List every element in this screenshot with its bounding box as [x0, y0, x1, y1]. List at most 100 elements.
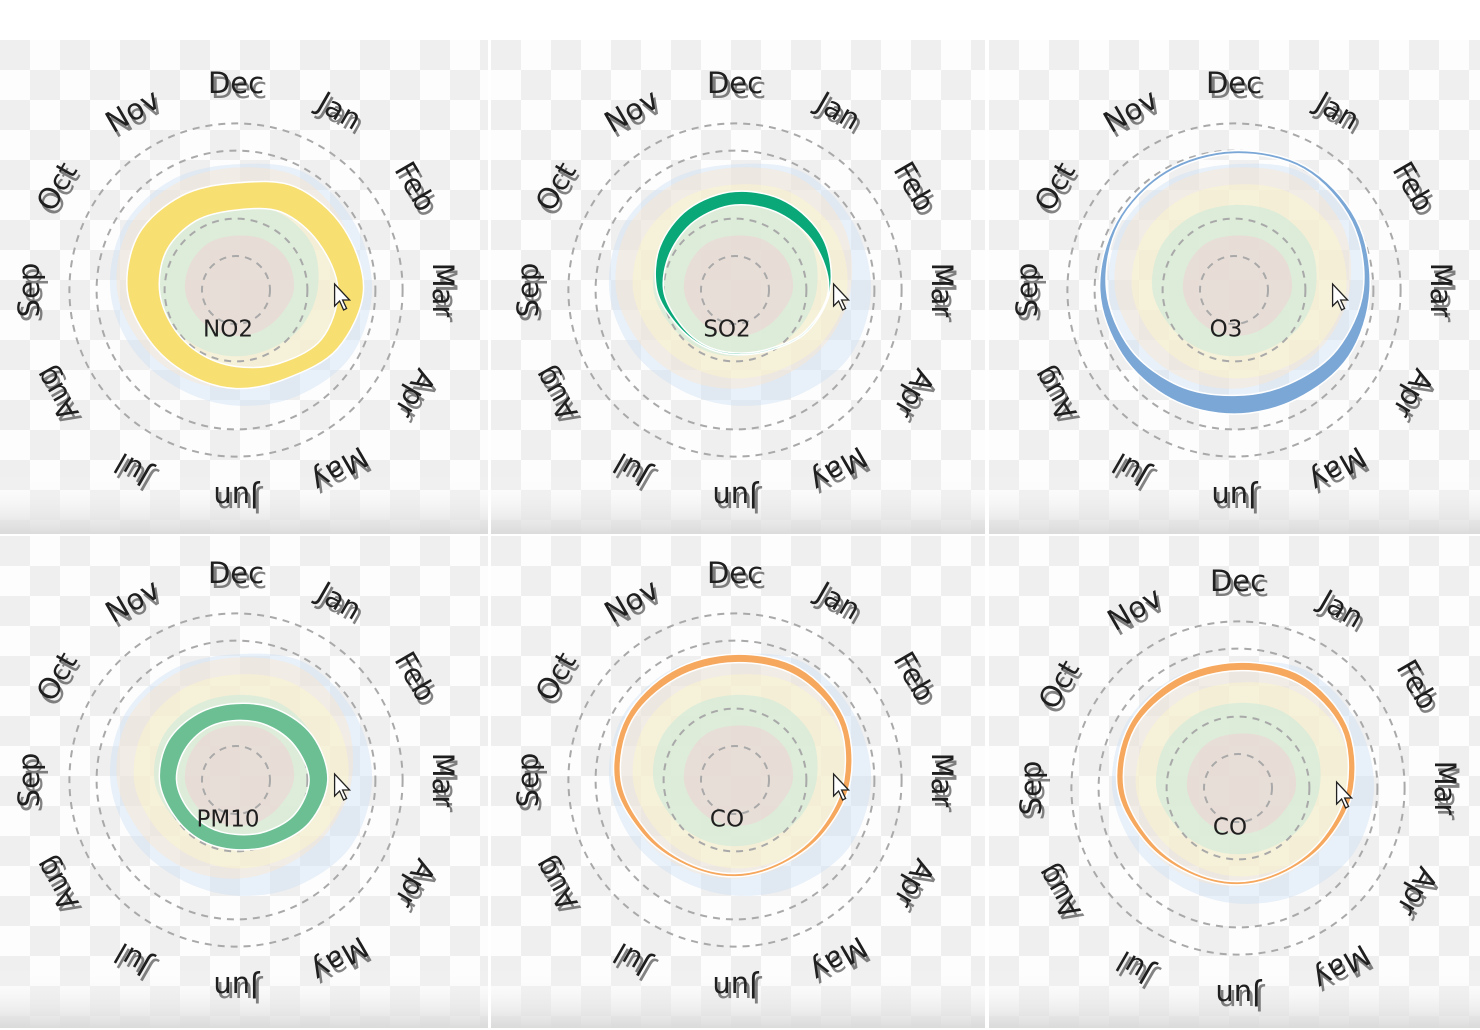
grid-ring: [567, 122, 903, 458]
grid-ring: [95, 149, 377, 431]
month-label-shadow: Dec: [211, 561, 267, 595]
month-label-shadow: Jun: [715, 485, 762, 519]
month-label-shadow: Sep: [15, 268, 49, 323]
center-label: PM10: [197, 807, 260, 833]
radial-chart-svg: DecDecJanJanFebFebMarMarAprAprMayMayJunJ…: [0, 40, 488, 534]
month-label-shadow: Dec: [1213, 569, 1269, 603]
radial-chart-co-2[interactable]: Dec Dec Jan Jan Feb Feb Mar Mar Apr Apr May May Jun J…: [989, 536, 1480, 1028]
highlight-band-pm10[interactable]: [158, 702, 329, 851]
month-label-mar: Mar: [426, 753, 460, 808]
month-label-sep: Sep: [1010, 263, 1044, 318]
month-label-mar: Mar: [1424, 263, 1458, 318]
month-label-jun: Jun: [213, 970, 260, 1004]
background-layer: [652, 694, 818, 847]
month-label-shadow: Mar: [429, 758, 463, 813]
grid-ring: [163, 217, 309, 363]
highlight-band-co[interactable]: [1115, 661, 1356, 886]
month-label-dec: Dec: [1206, 66, 1262, 100]
month-label-mar: Mar: [1428, 761, 1462, 816]
highlight-band-o3[interactable]: [1098, 149, 1371, 415]
month-label-shadow: Mar: [928, 268, 962, 323]
month-label-shadow: Mar: [429, 268, 463, 323]
grid-ring: [1203, 753, 1273, 823]
month-label-shadow: Jun: [216, 485, 263, 519]
grid-ring: [1165, 715, 1311, 861]
month-label-mar: Mar: [426, 263, 460, 318]
month-label-jun: Jun: [1211, 480, 1258, 514]
grid-ring: [662, 707, 808, 853]
grid-ring: [1070, 620, 1406, 956]
background-layer: [683, 725, 794, 826]
month-label-jun: Jun: [712, 970, 759, 1004]
month-label-shadow: Mar: [1427, 268, 1461, 323]
grid-ring: [1097, 647, 1379, 929]
grid-ring: [594, 149, 876, 431]
month-label-shadow: Dec: [710, 71, 766, 105]
highlight-band-no2[interactable]: [126, 180, 365, 390]
grid-ring: [1066, 122, 1402, 458]
background-layer: [683, 235, 794, 336]
center-label: O3: [1210, 317, 1243, 343]
month-label-shadow: Sep: [1013, 268, 1047, 323]
radial-chart-pm10[interactable]: Dec Dec Jan Jan Feb Feb Mar Mar Apr Apr May May Jun J…: [0, 536, 488, 1028]
mouse-cursor-icon: [1335, 780, 1354, 809]
month-label-jun: Jun: [1215, 978, 1262, 1012]
grid-ring: [95, 639, 377, 921]
month-label-jun: Jun: [213, 480, 260, 514]
radial-chart-svg: DecDecJanJanFebFebMarMarAprAprMayMayJunJ…: [989, 40, 1480, 534]
month-label-shadow: Dec: [211, 71, 267, 105]
month-label-sep: Sep: [12, 753, 46, 808]
month-label-jun: Jun: [712, 480, 759, 514]
grid-ring: [700, 745, 770, 815]
radial-chart-so2[interactable]: Dec Dec Jan Jan Feb Feb Mar Mar Apr Apr May May Jun J…: [491, 40, 985, 534]
month-label-shadow: Jun: [715, 975, 762, 1009]
grid-ring: [1199, 255, 1269, 325]
grid-ring: [201, 745, 271, 815]
background-layer: [1151, 204, 1317, 357]
month-label-sep: Sep: [511, 753, 545, 808]
month-label-mar: Mar: [925, 263, 959, 318]
radial-chart-o3[interactable]: Dec Dec Jan Jan Feb Feb Mar Mar Apr Apr May May Jun J…: [989, 40, 1480, 534]
background-layer: [652, 204, 818, 357]
radial-chart-svg: DecDecJanJanFebFebMarMarAprAprMayMayJunJ…: [491, 40, 985, 534]
month-label-shadow: Sep: [514, 758, 548, 813]
month-label-shadow: Jun: [216, 975, 263, 1009]
center-label: SO2: [703, 317, 750, 343]
month-label-shadow: Jun: [1218, 983, 1265, 1017]
month-label-dec: Dec: [707, 556, 763, 590]
month-label-sep: Sep: [12, 263, 46, 318]
month-label-mar: Mar: [925, 753, 959, 808]
month-label-dec: Dec: [1210, 564, 1266, 598]
grid-ring: [700, 255, 770, 325]
background-layer: [1155, 702, 1321, 855]
month-label-shadow: Mar: [1431, 766, 1465, 821]
mouse-cursor-icon: [832, 772, 851, 801]
center-label: CO: [710, 807, 744, 833]
grid-ring: [594, 639, 876, 921]
grid-ring: [68, 612, 404, 948]
grid-ring: [1161, 217, 1307, 363]
radial-chart-svg: DecDecJanJanFebFebMarMarAprAprMayMayJunJ…: [989, 536, 1480, 1028]
highlight-band-co[interactable]: [612, 653, 853, 878]
month-label-shadow: Sep: [514, 268, 548, 323]
top-spacer: [0, 0, 1480, 40]
month-label-shadow: Jun: [1214, 485, 1261, 519]
grid-ring: [567, 612, 903, 948]
mouse-cursor-icon: [333, 282, 352, 311]
background-layer: [1186, 733, 1297, 834]
month-label-shadow: Sep: [15, 758, 49, 813]
mouse-cursor-icon: [1331, 282, 1350, 311]
background-layer: [184, 235, 295, 336]
month-label-shadow: Dec: [1209, 71, 1265, 105]
center-label: NO2: [203, 317, 253, 343]
month-label-shadow: Mar: [928, 758, 962, 813]
radial-chart-no2[interactable]: Dec Dec Jan Jan Feb Feb Mar Mar Apr Apr May May Jun J…: [0, 40, 488, 534]
mouse-cursor-icon: [333, 772, 352, 801]
radial-chart-svg: DecDecJanJanFebFebMarMarAprAprMayMayJunJ…: [0, 536, 488, 1028]
highlight-band-so2[interactable]: [654, 190, 833, 356]
radial-chart-svg: DecDecJanJanFebFebMarMarAprAprMayMayJunJ…: [491, 536, 985, 1028]
grid-ring: [68, 122, 404, 458]
background-layer: [1182, 235, 1293, 336]
radial-chart-co[interactable]: Dec Dec Jan Jan Feb Feb Mar Mar Apr Apr May May Jun J…: [491, 536, 985, 1028]
